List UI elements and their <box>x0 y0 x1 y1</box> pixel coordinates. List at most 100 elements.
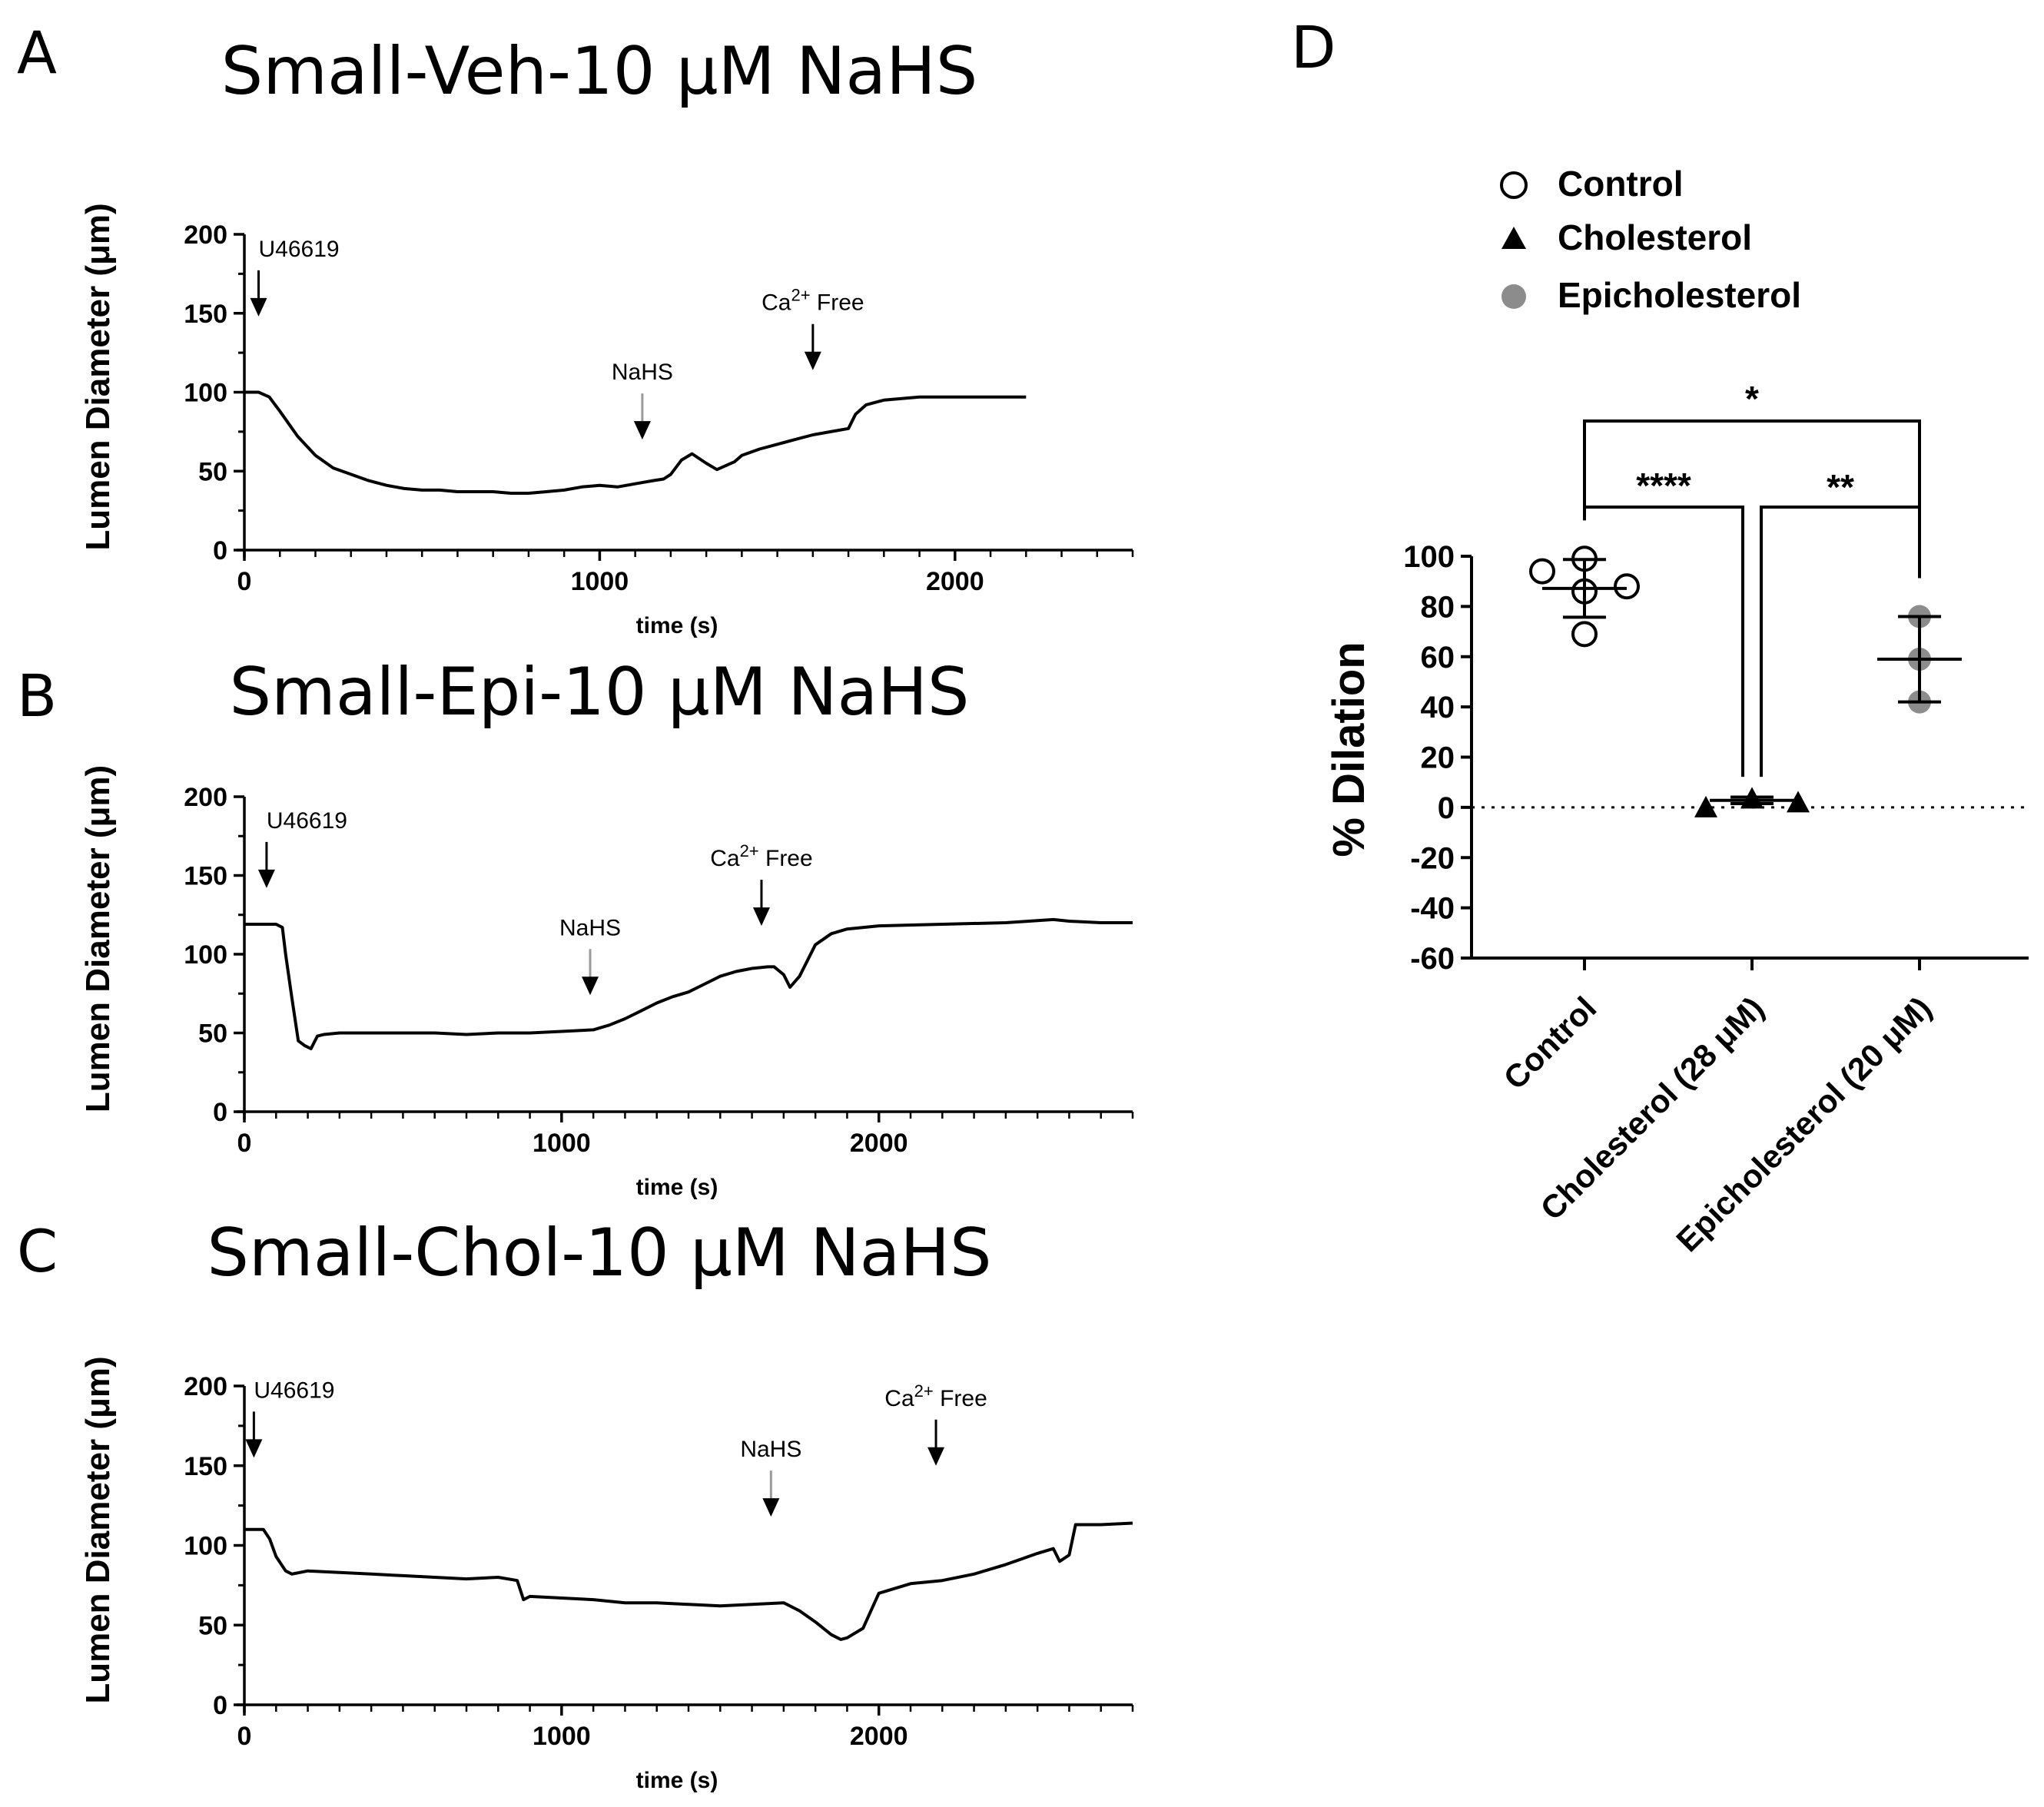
annotation-arrowhead <box>633 421 651 440</box>
panel-title-a: Small-Veh-10 μM NaHS <box>221 33 978 110</box>
x-tick-label: 2000 <box>926 567 984 596</box>
annotation-superscript: 2+ <box>791 286 810 305</box>
x-tick-label: 2000 <box>850 1129 908 1158</box>
y-tick-label: 50 <box>198 1611 227 1640</box>
y-tick-label: 200 <box>184 783 227 812</box>
y-tick-label: 0 <box>1438 791 1455 825</box>
data-point-control <box>1529 558 1555 585</box>
data-point-cholesterol <box>1787 791 1810 813</box>
y-tick-label: 200 <box>184 1372 227 1401</box>
annotation-text: Ca <box>710 846 740 871</box>
y-tick-label: 0 <box>213 1098 227 1127</box>
annotation-text: Ca <box>884 1386 914 1411</box>
x-axis-title: time (s) <box>636 1175 718 1200</box>
legend-label: Control <box>1558 164 1684 204</box>
annotation-label: NaHS <box>740 1437 801 1462</box>
annotation-arrowhead <box>582 976 599 996</box>
panel-title-c: Small-Chol-10 μM NaHS <box>207 1215 991 1291</box>
annotation-label: U46619 <box>254 1378 334 1403</box>
annotation-text: U46619 <box>267 808 347 834</box>
y-tick-label: 60 <box>1421 641 1455 675</box>
annotation-label: Ca2+ Free <box>762 286 864 316</box>
x-tick-label: 0 <box>237 1722 252 1751</box>
legend-marker-triangle <box>1501 227 1526 249</box>
y-tick-label: 150 <box>184 300 227 329</box>
significance-label: **** <box>1636 466 1691 506</box>
data-point-control <box>1571 621 1598 648</box>
y-tick-label: -20 <box>1410 841 1455 875</box>
y-axis-title: Lumen Diameter (μm) <box>79 765 117 1112</box>
y-tick-label: 150 <box>184 862 227 891</box>
y-tick-label: -40 <box>1410 892 1455 926</box>
legend-marker-open-circle <box>1500 171 1528 199</box>
y-tick-label: 40 <box>1421 691 1455 724</box>
annotation-arrowhead <box>762 1498 780 1517</box>
panel-title-b: Small-Epi-10 μM NaHS <box>229 654 969 731</box>
legend-label: Epicholesterol <box>1558 275 1801 315</box>
panel-label-d: D <box>1291 13 1336 81</box>
annotation-label: Ca2+ Free <box>884 1381 987 1411</box>
panel-label-b: B <box>17 661 57 730</box>
y-tick-label: 0 <box>213 1691 227 1720</box>
y-tick-label: 200 <box>184 220 227 250</box>
x-tick-label: 0 <box>237 567 252 596</box>
y-axis-title: Lumen Diameter (μm) <box>79 203 117 550</box>
annotation-text: NaHS <box>559 915 621 940</box>
diameter-trace <box>244 390 1027 495</box>
y-tick-label: 150 <box>184 1452 227 1481</box>
y-tick-label: 50 <box>198 1020 227 1049</box>
significance-label: ** <box>1827 467 1854 507</box>
annotation-text-tail: Free <box>759 846 813 871</box>
annotation-arrowhead <box>804 351 821 370</box>
y-tick-label: 100 <box>184 940 227 970</box>
significance-bracket <box>1760 506 1921 778</box>
x-tick-label: 1000 <box>533 1722 591 1751</box>
legend-marker-gray-circle <box>1501 284 1526 309</box>
panel-label-a: A <box>17 18 57 87</box>
data-point-cholesterol <box>1694 795 1717 817</box>
annotation-arrowhead <box>250 297 267 317</box>
annotation-text: NaHS <box>740 1437 801 1462</box>
x-tick-label: 2000 <box>850 1722 908 1751</box>
annotation-label: U46619 <box>267 808 347 834</box>
annotation-arrowhead <box>927 1447 945 1466</box>
annotation-label: NaHS <box>559 915 621 940</box>
annotation-text-tail: Free <box>934 1386 987 1411</box>
legend-label: Cholesterol <box>1558 217 1752 257</box>
data-point-control <box>1614 573 1640 600</box>
annotation-text: U46619 <box>254 1378 334 1403</box>
significance-label: * <box>1745 379 1759 419</box>
diameter-trace <box>244 1521 1133 1641</box>
y-tick-label: 80 <box>1421 590 1455 624</box>
y-tick-label: 20 <box>1421 741 1455 775</box>
y-tick-label: 100 <box>184 1532 227 1561</box>
panel-d: D Control Cholesterol Epicholesterol -60 -40 -… <box>1291 13 2029 1258</box>
x-axis-title: time (s) <box>636 1768 718 1793</box>
annotation-label: Ca2+ Free <box>710 841 812 871</box>
x-tick-label: 1000 <box>533 1129 591 1158</box>
annotation-superscript: 2+ <box>914 1381 934 1401</box>
y-tick-label: 100 <box>1403 540 1455 574</box>
annotation-label: NaHS <box>612 360 673 385</box>
x-tick-label: 0 <box>237 1129 252 1158</box>
y-axis-title: Lumen Diameter (μm) <box>79 1356 117 1703</box>
diameter-trace <box>244 917 1133 1050</box>
annotation-text: NaHS <box>612 360 673 385</box>
x-tick-label: 1000 <box>571 567 629 596</box>
significance-bracket <box>1583 419 1921 579</box>
y-tick-label: -60 <box>1410 942 1455 976</box>
annotation-text: U46619 <box>258 237 339 262</box>
y-axis-title: % Dilation <box>1324 642 1374 857</box>
significance-bracket <box>1583 506 1744 778</box>
y-tick-label: 100 <box>184 379 227 408</box>
annotation-superscript: 2+ <box>740 841 759 860</box>
annotation-arrowhead <box>257 869 275 888</box>
y-tick-label: 0 <box>213 536 227 565</box>
annotation-arrowhead <box>752 907 770 927</box>
annotation-text-tail: Free <box>811 290 864 316</box>
y-tick-label: 50 <box>198 457 227 486</box>
